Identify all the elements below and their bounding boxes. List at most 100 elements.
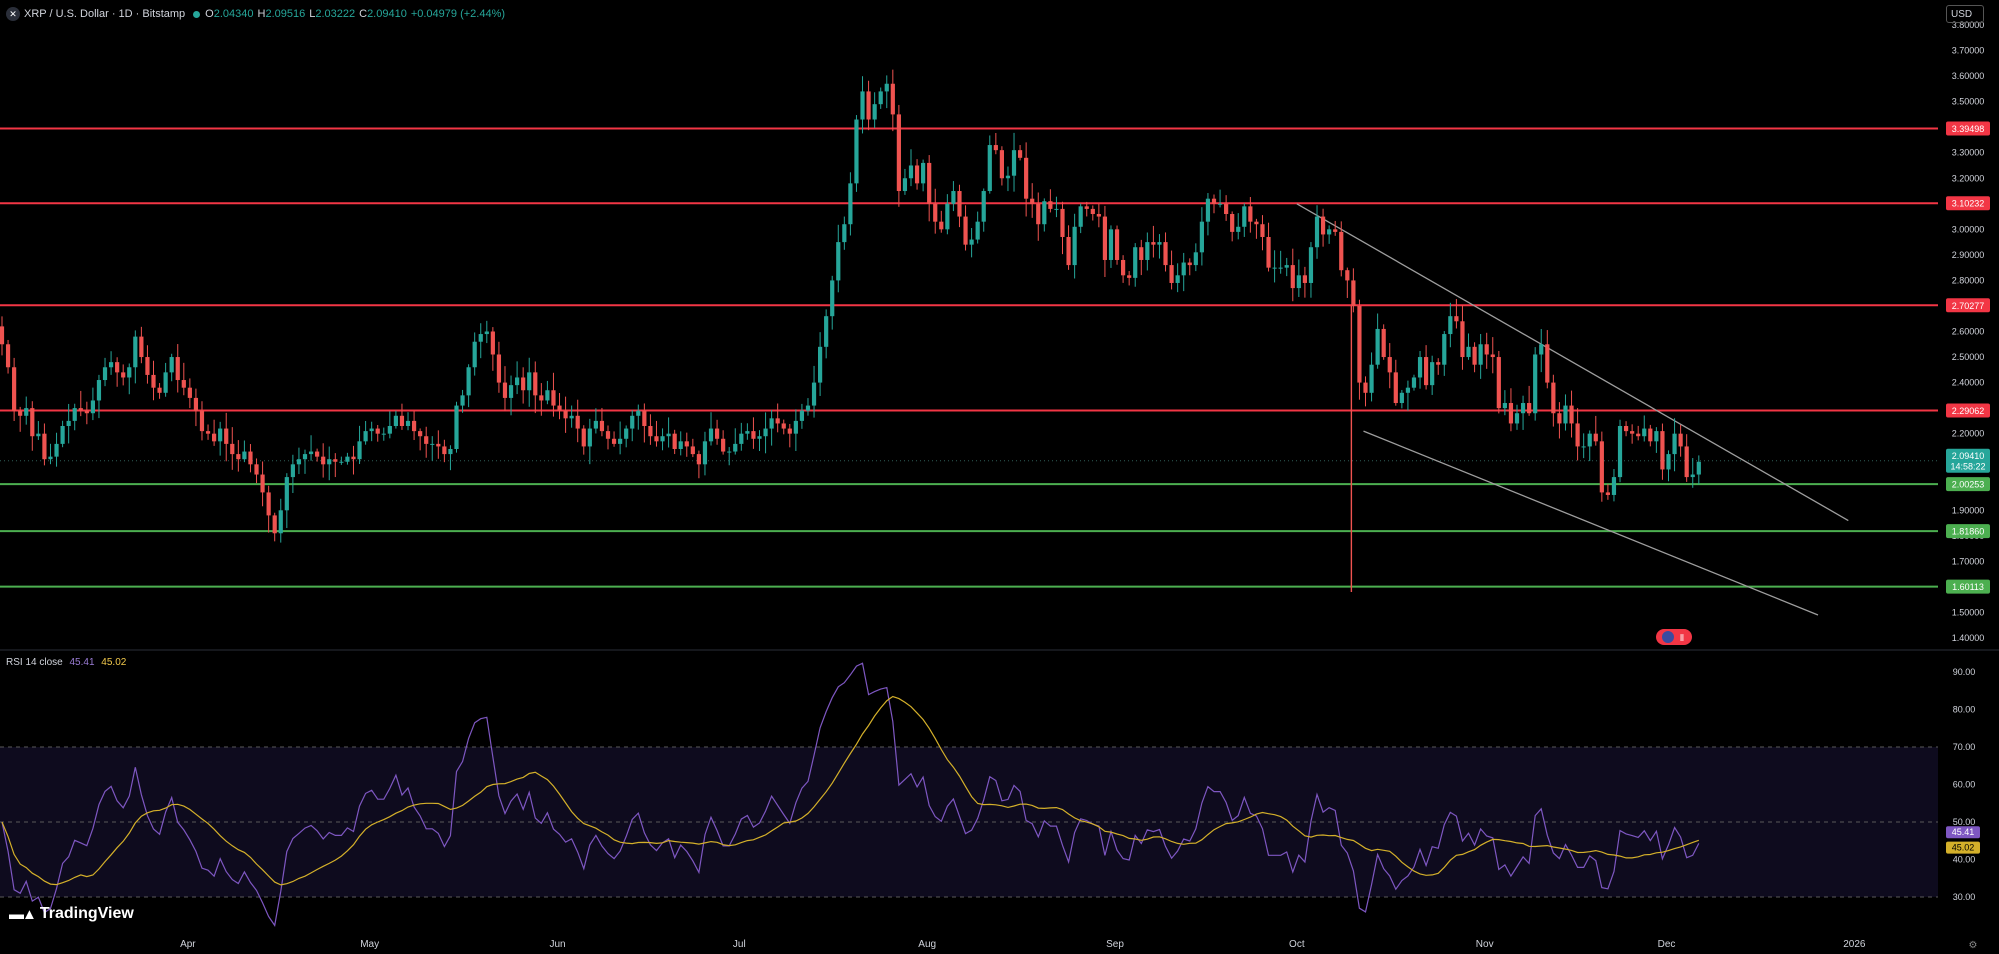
countdown-label: 14:58:22 [1950,462,1985,472]
candle-body [1557,413,1562,424]
candle-body [933,203,938,222]
level-price-label: 1.81860 [1952,527,1985,537]
candle-body [302,454,308,460]
candle-body [1072,226,1077,266]
level-price-tag [1946,524,1990,539]
candle-body [1139,247,1144,260]
candle-body [1527,403,1532,414]
candle-body [321,456,326,465]
candle-body [345,456,350,462]
candle-body [1187,262,1192,266]
candle-body [0,326,5,345]
candle-body [1520,403,1526,414]
candle-body [1478,344,1483,365]
candle-body [1357,305,1362,383]
candle-body [496,354,502,383]
candle-body [411,420,417,432]
price-tick-label: 3.00000 [1952,224,1985,234]
time-tick-label: Sep [1106,939,1124,950]
candle-body [1302,275,1307,283]
candle-body [587,428,592,447]
candle-body [805,405,811,411]
price-tick-label: 3.20000 [1952,173,1985,183]
candle-body [308,451,314,455]
candle-body [630,415,635,429]
candle-body [927,162,932,204]
candle-body [212,433,217,442]
candle-body [648,426,653,437]
price-tick-label: 1.40000 [1952,633,1985,643]
candle-body [515,377,520,386]
candle-body [42,433,47,460]
candle-body [1684,446,1689,478]
candle-body [254,464,259,475]
rsi-value-label: 45.41 [1952,827,1975,837]
candle-body [1042,201,1047,225]
candle-body [1545,344,1550,383]
rsi-band [0,649,1999,898]
candle-body [1575,423,1580,447]
candle-body [1327,229,1332,235]
symbol-title: XRP / U.S. Dollar · 1D · Bitstamp [24,8,186,20]
price-tick-label: 2.40000 [1952,378,1985,388]
time-tick-label: Dec [1658,939,1676,950]
candle-body [951,191,956,204]
candle-body [1375,328,1380,365]
time-tick-label: May [360,939,379,950]
candle-body [399,415,405,427]
open-label: O [205,8,214,20]
price-tick-label: 1.90000 [1952,505,1985,515]
candle-body [1648,428,1653,442]
candle-body [654,436,659,442]
symbol-header[interactable]: ✕ XRP / U.S. Dollar · 1D · Bitstamp O 2.0… [6,5,505,23]
trendline-upper [1296,203,1849,522]
candle-body [945,203,950,230]
candle-body [896,114,901,192]
level-price-label: 3.39498 [1952,124,1985,134]
price-tick-label: 2.20000 [1952,429,1985,439]
level-price-tag [1946,579,1990,594]
candle-body [1581,446,1586,448]
candle-body [121,372,126,378]
candle-body [890,83,895,115]
candle-body [1017,150,1023,158]
candle-body [1678,433,1683,447]
candle-body [545,390,550,401]
level-price-label: 2.70277 [1952,301,1985,311]
candle-body [1424,357,1429,386]
candle-body [1011,150,1017,176]
candle-body [339,461,344,463]
currency-button[interactable]: USD [1946,5,1984,23]
candle-body [799,410,805,421]
rsi-header[interactable]: RSI 14 close 45.41 45.02 [6,657,126,668]
price-tick-label: 1.70000 [1952,556,1985,566]
candle-body [1666,454,1671,470]
candle-body [502,382,508,398]
candle-body [575,415,580,429]
candle-body [527,372,532,391]
rsi-tick-label: 80.00 [1953,705,1976,715]
level-price-label: 1.60113 [1952,582,1984,592]
candle-body [393,415,398,427]
candle-body [1060,208,1065,237]
candle-body [278,510,283,534]
candle-body [1539,344,1544,355]
candle-body [30,408,35,437]
candle-body [605,431,611,439]
candle-body [1369,364,1374,393]
candle-body [78,408,83,411]
candle-body [1175,275,1180,283]
close-value: 2.09410 [367,8,407,20]
trend-channel [1296,203,1849,616]
candle-body [1048,201,1053,209]
time-tick-label: Jun [549,939,565,950]
tradingview-logo[interactable]: ▬▲ TradingView [9,905,134,923]
candle-body [1533,354,1538,414]
candle-body [672,433,677,449]
candle-body [290,464,295,478]
price-tick-label: 3.30000 [1952,148,1985,158]
high-value: 2.09516 [265,8,306,20]
candle-body [1484,344,1489,355]
price-tick-label: 2.60000 [1952,327,1985,337]
